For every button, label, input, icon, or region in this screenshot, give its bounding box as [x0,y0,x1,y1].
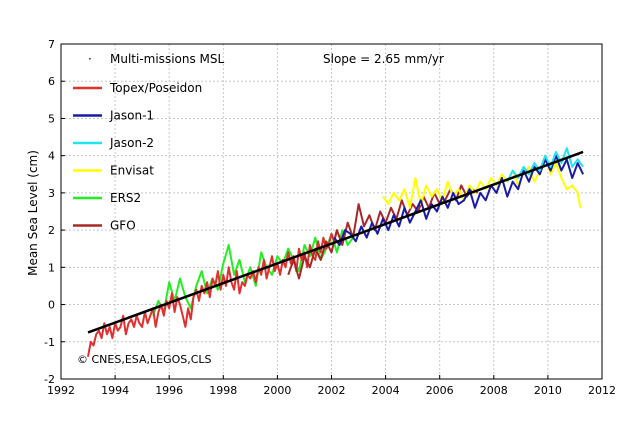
x-axis-ticks: 1992 1994 1996 1998 2000 2002 2004 2006 2008 2010… [47,375,616,397]
y-tick-label: 3 [48,187,55,200]
trend-line-group [87,150,584,334]
y-axis-ticks: -2 -1 0 1 2 3 4 5 6 7 [44,38,65,386]
legend: · Multi-missions MSL Topex/Poseidon Jason… [73,52,225,233]
slope-annotation: Slope = 2.65 mm/yr [323,52,444,66]
legend-label: ERS2 [110,191,141,205]
y-tick-label: -1 [44,336,55,349]
x-tick-label: 2008 [480,384,508,397]
trend-line [87,150,584,334]
copyright-notice: © CNES,ESA,LEGOS,CLS [77,353,212,366]
y-tick-label: 1 [48,261,55,274]
y-tick-label: 2 [48,224,55,237]
legend-label: Jason-1 [109,109,154,123]
x-tick-label: 2002 [318,384,346,397]
y-tick-label: -2 [44,373,55,386]
legend-label: GFO [110,219,136,233]
legend-label: Topex/Poseidon [109,81,202,95]
legend-header: Multi-missions MSL [110,52,225,66]
y-tick-label: 5 [48,112,55,125]
y-tick-label: 7 [48,38,55,51]
series-line-envisat [382,154,582,209]
x-tick-label: 1992 [47,384,75,397]
y-tick-label: 6 [48,75,55,88]
x-tick-label: 2012 [588,384,616,397]
x-tick-label: 1994 [101,384,129,397]
series-lines [87,147,585,357]
legend-label: Envisat [110,164,154,178]
x-tick-label: 1996 [155,384,183,397]
x-tick-label: 2006 [426,384,454,397]
legend-header-marker: · [88,52,92,66]
plot-frame [60,43,603,380]
y-tick-label: 4 [48,150,55,163]
x-tick-label: 2010 [534,384,562,397]
series-line-gfo [287,184,479,280]
x-tick-label: 2004 [372,384,400,397]
x-tick-label: 2000 [263,384,291,397]
y-tick-label: 0 [48,299,55,312]
x-tick-label: 1998 [209,384,237,397]
series-line-jason-1 [333,154,585,246]
y-axis-label: Mean Sea Level (cm) [26,150,40,276]
legend-label: Jason-2 [109,136,154,150]
